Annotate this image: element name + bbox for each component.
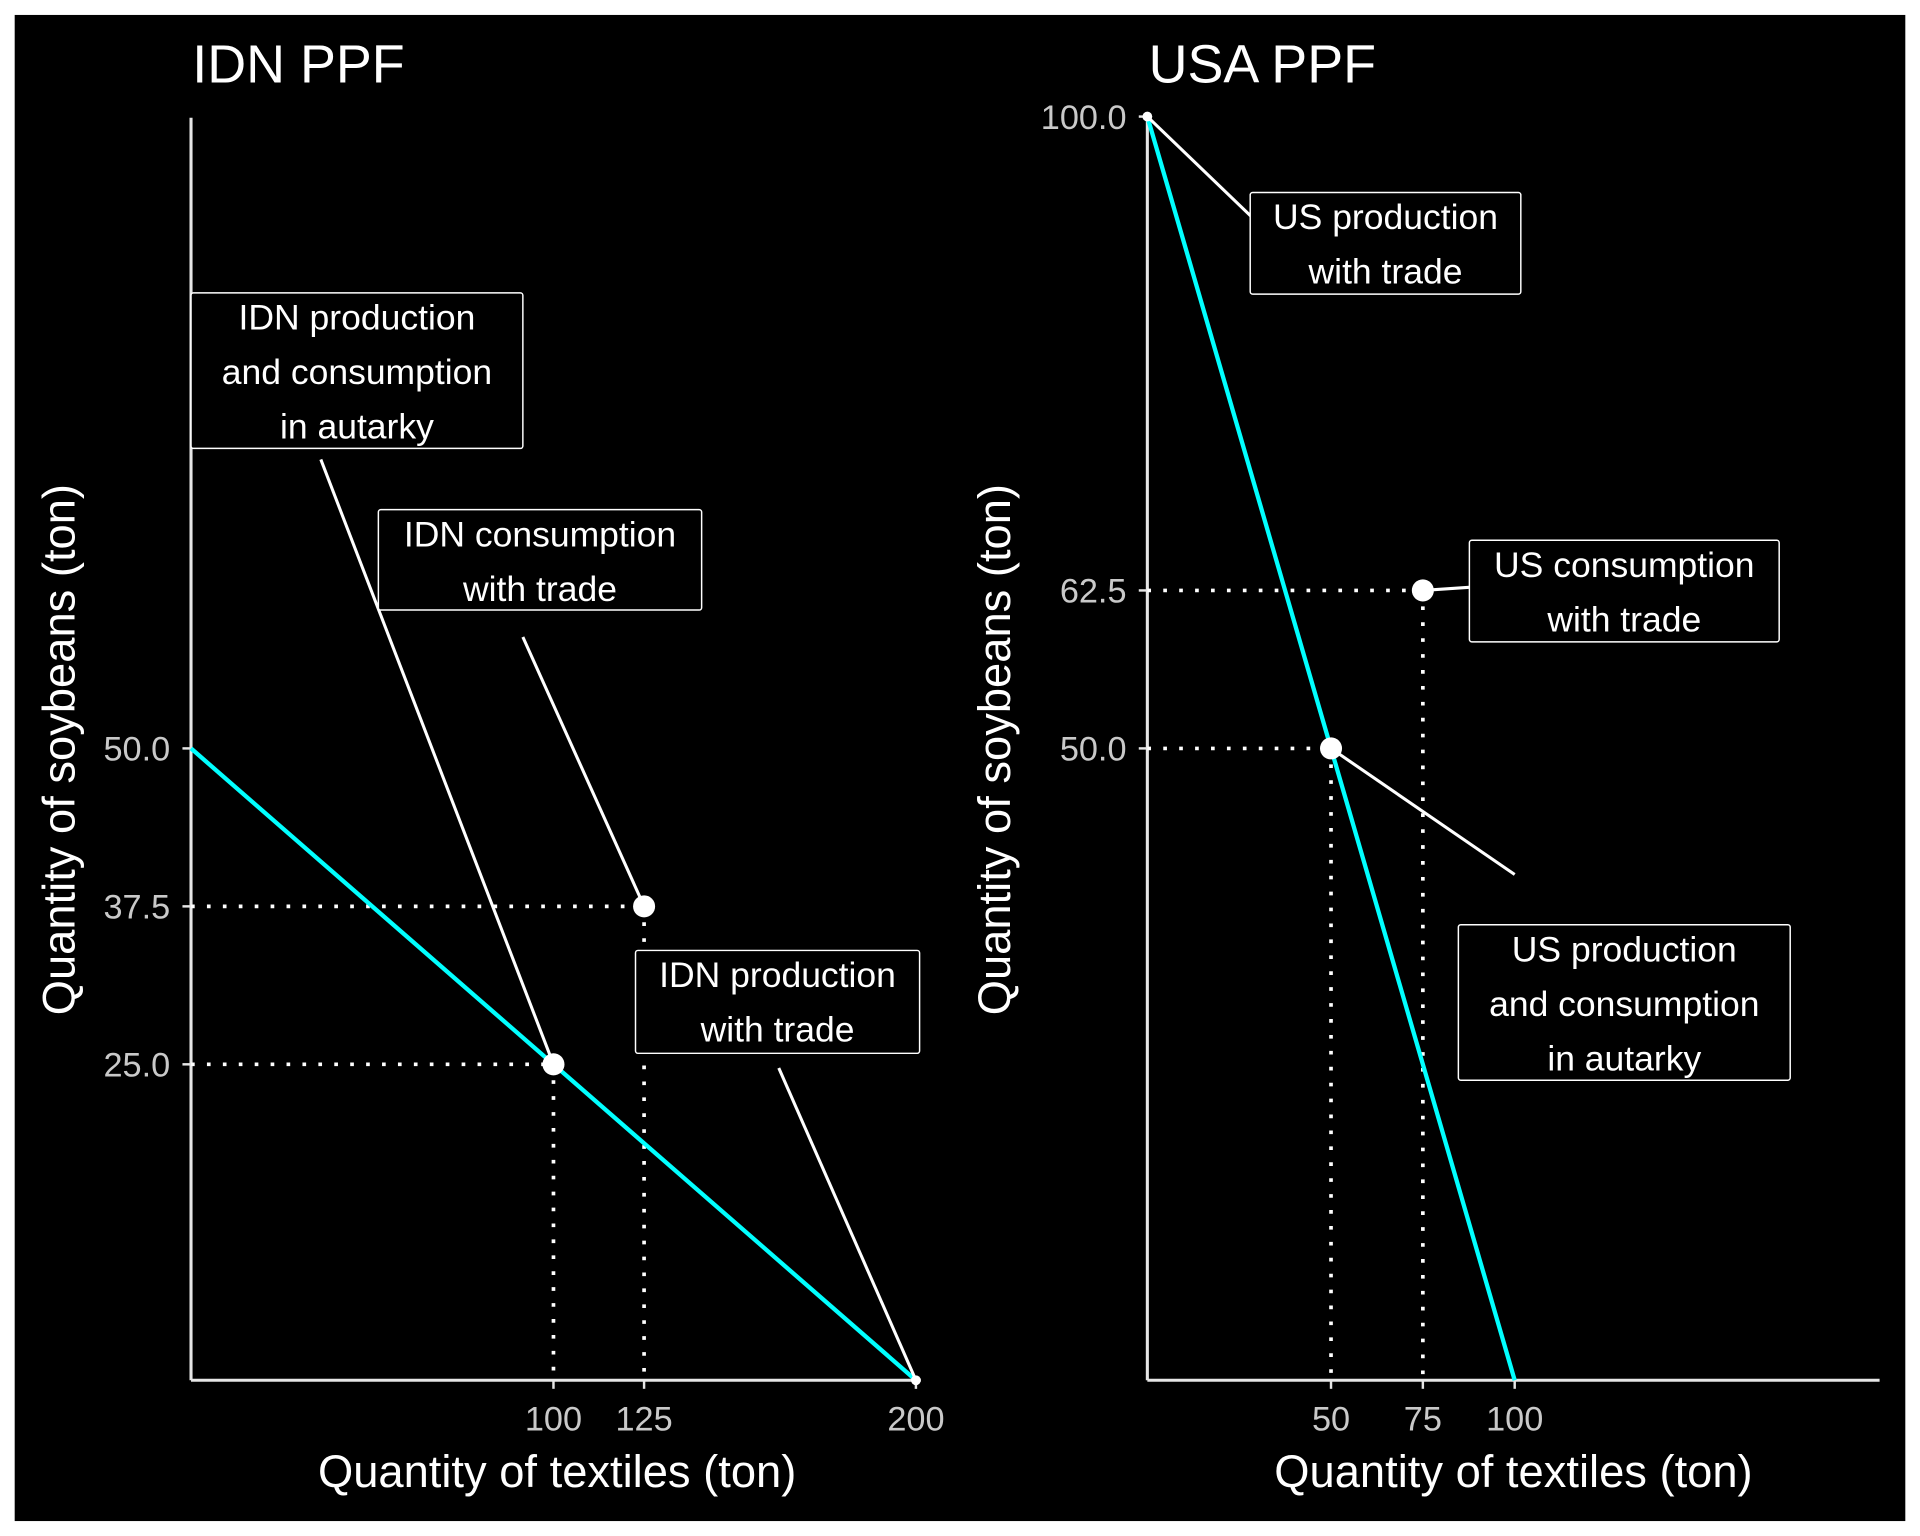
data-label-text: and consumption	[1489, 984, 1759, 1024]
data-point	[633, 895, 656, 918]
data-label-text: with trade	[462, 569, 617, 609]
data-label-text: IDN production	[239, 298, 476, 338]
x-axis-title: Quantity of textiles (ton)	[318, 1446, 796, 1497]
label-box	[634, 949, 921, 1055]
label-box	[377, 508, 703, 611]
data-point	[1411, 579, 1434, 602]
label-box	[1249, 191, 1522, 295]
label-box	[190, 292, 524, 450]
x-tick-label: 50	[1312, 1400, 1350, 1438]
label-box	[1457, 924, 1791, 1081]
data-label-text: US consumption	[1494, 545, 1754, 585]
label-leader-line	[1330, 747, 1516, 876]
data-label-text: in autarky	[280, 407, 434, 447]
x-tick-label: 75	[1404, 1400, 1442, 1438]
data-label-text: US production	[1273, 197, 1498, 237]
data-label-text: with trade	[1546, 599, 1701, 639]
plot-background	[14, 14, 1906, 1522]
y-tick-label: 100.0	[1041, 99, 1127, 137]
y-tick-label: 50.0	[1060, 731, 1127, 769]
label-leader-line	[777, 1067, 918, 1381]
data-label-text: IDN production	[659, 955, 896, 995]
data-point	[1142, 111, 1153, 122]
label-leader-line	[521, 636, 646, 907]
y-tick-label: 50.0	[104, 731, 171, 769]
data-label-text: with trade	[700, 1010, 855, 1050]
data-point	[1320, 737, 1343, 760]
label-leader-line	[319, 458, 555, 1065]
data-label-text: in autarky	[1547, 1038, 1701, 1078]
label-box	[1468, 539, 1780, 643]
x-tick-label: 200	[887, 1400, 944, 1438]
panel-title: IDN PPF	[192, 34, 404, 94]
y-tick-label: 25.0	[104, 1047, 171, 1085]
x-tick-label: 100	[525, 1400, 582, 1438]
data-label-text: IDN consumption	[404, 514, 676, 554]
panel-title: USA PPF	[1149, 34, 1376, 94]
x-tick-label: 125	[615, 1400, 672, 1438]
y-tick-label: 37.5	[104, 889, 171, 927]
y-tick-label: 62.5	[1060, 573, 1127, 611]
y-axis-title: Quantity of soybeans (ton)	[969, 484, 1020, 1015]
x-tick-label: 100	[1486, 1400, 1543, 1438]
data-label-text: and consumption	[222, 352, 492, 392]
data-label-text: US production	[1512, 929, 1737, 969]
data-point	[542, 1053, 565, 1076]
idn-ppf-panel: IDN PPF Quantity of textiles (ton) Quant…	[34, 34, 945, 1496]
y-axis-title: Quantity of soybeans (ton)	[34, 484, 85, 1015]
x-axis-title: Quantity of textiles (ton)	[1274, 1446, 1752, 1497]
data-label-text: with trade	[1308, 252, 1463, 292]
usa-ppf-panel: USA PPF Quantity of textiles (ton) Quant…	[969, 34, 1880, 1497]
data-point	[911, 1375, 921, 1386]
